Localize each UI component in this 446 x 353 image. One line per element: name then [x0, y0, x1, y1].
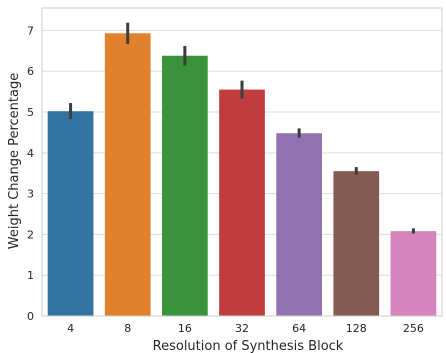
y-axis-label: Weight Change Percentage	[7, 73, 22, 249]
y-tick-label: 2	[27, 228, 34, 241]
x-tick-label: 4	[67, 322, 74, 335]
y-tick-label: 3	[27, 188, 34, 201]
plot-border	[41, 7, 443, 317]
y-tick-label: 6	[27, 65, 34, 78]
y-tick-labels: 0 1 2 3 4 5 6 7	[27, 24, 34, 323]
y-tick-label: 5	[27, 106, 34, 119]
bar-16	[162, 55, 208, 317]
bar-4	[47, 111, 94, 316]
bar-256	[390, 231, 437, 316]
x-tick-label: 64	[292, 322, 306, 335]
bars	[47, 33, 437, 317]
bar-8	[104, 33, 151, 316]
bar-32	[219, 89, 265, 316]
x-tick-label: 16	[178, 322, 192, 335]
x-tick-label: 8	[124, 322, 131, 335]
y-tick-label: 0	[27, 310, 34, 323]
x-axis-label: Resolution of Synthesis Block	[153, 339, 344, 353]
x-tick-label: 128	[346, 322, 367, 335]
plot-frame	[41, 7, 443, 317]
x-tick-label: 32	[235, 322, 249, 335]
bar-128	[333, 171, 380, 316]
x-tick-label: 256	[403, 322, 424, 335]
y-tick-label: 7	[27, 24, 34, 37]
x-tick-labels: 4 8 16 32 64 128 256	[67, 322, 424, 335]
y-tick-label: 1	[27, 269, 34, 282]
y-tick-label: 4	[27, 147, 34, 160]
error-bars	[69, 22, 415, 234]
bar-64	[276, 133, 322, 316]
